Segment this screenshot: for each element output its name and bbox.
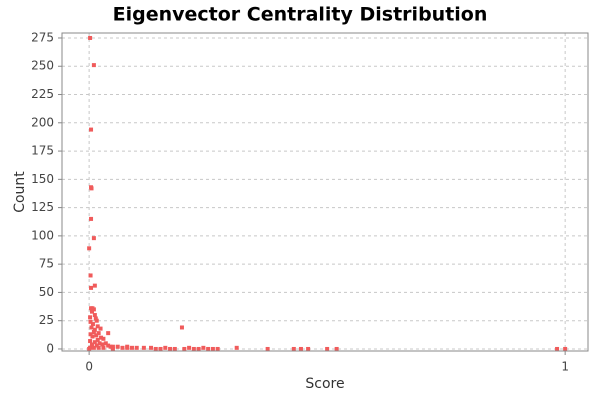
point [334,346,339,351]
point [168,346,173,351]
point [106,331,111,336]
point [88,332,93,337]
y-tick-label: 250 [31,59,54,73]
point [163,345,168,350]
point [153,346,158,351]
point [210,346,215,351]
point [87,246,92,251]
point [103,341,108,346]
point [206,346,211,351]
point [90,322,95,327]
point [115,344,120,349]
x-tick-label: 0 [85,360,93,374]
point [125,344,130,349]
point [94,318,99,323]
point [88,339,93,344]
grid [62,33,588,351]
point [158,346,163,351]
point [265,346,270,351]
point [191,346,196,351]
y-tick-label: 200 [31,115,54,129]
point [88,315,93,320]
point [87,346,92,351]
point [91,330,96,335]
marks [87,35,568,351]
y-tick-label: 25 [39,313,54,327]
point [100,342,105,347]
point [98,326,103,331]
point [92,283,97,288]
point [95,324,100,329]
point [201,345,206,350]
point [141,345,146,350]
point [94,333,99,338]
point [91,345,96,350]
point [120,345,125,350]
y-tick-label: 150 [31,172,54,186]
y-tick-label: 75 [39,257,54,271]
point [106,343,111,348]
point [325,346,330,351]
point [94,343,99,348]
point [306,346,311,351]
point [95,337,100,342]
point [92,340,97,345]
point [89,285,94,290]
point [92,327,97,332]
y-tick-label: 100 [31,228,54,242]
point [215,346,220,351]
y-tick-label: 50 [39,285,54,299]
point [93,316,98,321]
point [99,335,104,340]
point [88,35,93,40]
point [89,186,94,191]
point [101,336,106,341]
point [110,344,115,349]
plot-frame [61,32,589,352]
point [149,345,154,350]
point [90,334,95,339]
point [101,345,106,350]
point [179,325,184,330]
point [108,344,113,349]
point [134,345,139,350]
point [555,346,560,351]
y-tick-label: 275 [31,30,54,44]
point [89,216,94,221]
point [92,313,97,318]
point [234,345,239,350]
point [97,341,102,346]
point [89,342,94,347]
y-tick-label: 0 [46,341,54,355]
point [89,309,94,314]
point [298,346,303,351]
point [91,307,96,312]
point [96,331,101,336]
point [96,345,101,350]
point [196,346,201,351]
point [110,346,115,351]
point [187,345,192,350]
point [291,346,296,351]
y-tick-label: 225 [31,87,54,101]
point [172,346,177,351]
point [182,346,187,351]
point [91,236,96,241]
point [88,319,93,324]
point [563,346,568,351]
point [89,127,94,132]
y-axis-label: Count [12,171,28,213]
y-tick-label: 175 [31,144,54,158]
chart-title: Eigenvector Centrality Distribution [113,4,488,26]
x-axis-label: Score [305,376,344,392]
point [88,273,93,278]
point [129,345,134,350]
point [89,325,94,330]
point [91,63,96,68]
x-tick-label: 1 [561,360,569,374]
y-tick-label: 125 [31,200,54,214]
